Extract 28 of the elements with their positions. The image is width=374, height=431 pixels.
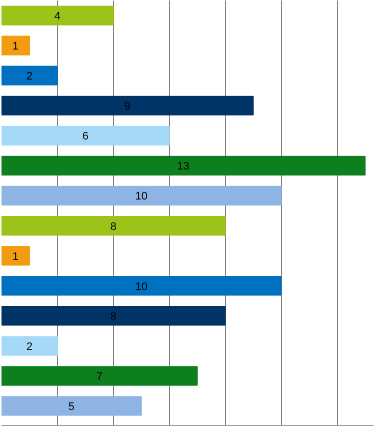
data-label: 7 [96, 370, 102, 383]
bar [2, 36, 30, 56]
bar [2, 246, 30, 266]
data-label: 1 [12, 40, 19, 53]
data-label: 6 [82, 130, 88, 143]
bar [2, 276, 282, 296]
bar [2, 156, 366, 176]
data-label: 5 [68, 400, 74, 413]
data-label: 13 [177, 160, 190, 173]
bar [2, 66, 58, 86]
data-label: 8 [110, 220, 116, 233]
bar [2, 366, 198, 386]
data-label: 10 [135, 280, 148, 293]
data-label: 2 [26, 340, 33, 353]
data-label: 10 [135, 190, 148, 203]
bar [2, 186, 282, 206]
bar [2, 396, 142, 416]
data-label: 2 [26, 70, 33, 83]
bar [2, 306, 226, 326]
data-label: 9 [124, 100, 130, 113]
data-label: 8 [110, 310, 116, 323]
bar [2, 6, 114, 26]
bar [2, 96, 254, 116]
bar [2, 336, 58, 356]
bar [2, 126, 170, 146]
data-label: 4 [54, 10, 61, 23]
data-label: 1 [12, 250, 19, 263]
bar [2, 216, 226, 236]
